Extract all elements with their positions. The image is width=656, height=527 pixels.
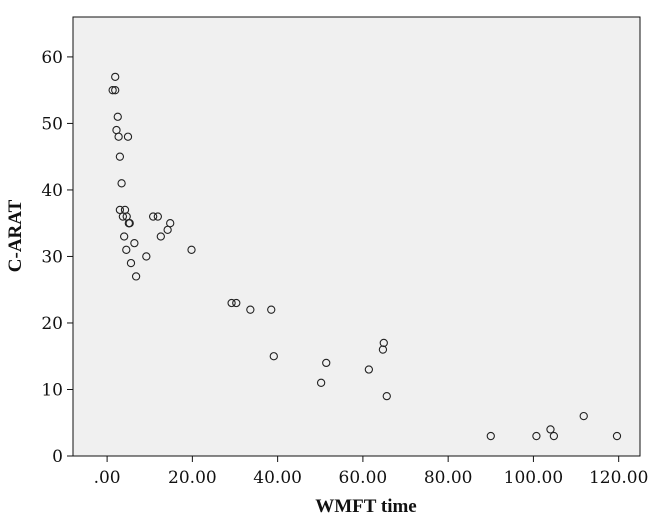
data-point [156, 232, 165, 241]
data-point [130, 239, 139, 248]
data-point [148, 212, 158, 221]
data-point [246, 305, 255, 314]
data-point [118, 212, 128, 221]
y-tick-label: 30 [41, 247, 63, 267]
y-tick-label: 20 [41, 314, 63, 334]
x-tick-label: 40.00 [253, 468, 302, 488]
data-point [113, 112, 122, 121]
data-point [532, 431, 541, 441]
data-point [322, 358, 331, 368]
x-tick-label: 60.00 [339, 468, 388, 488]
y-axis-title: C-ARAT [5, 199, 26, 272]
data-point [125, 219, 134, 228]
data-point [316, 378, 326, 387]
data-point [131, 272, 141, 281]
y-axis: 0 10 20 30 40 50 60 [41, 48, 73, 467]
data-point [612, 431, 622, 441]
data-point [166, 219, 175, 228]
data-point [122, 245, 131, 254]
x-axis: .00 20.00 40.00 60.00 80.00 100.00 120.00 [94, 456, 648, 488]
x-tick-label: .00 [94, 468, 121, 488]
x-tick-label: 100.00 [504, 468, 563, 488]
data-point [108, 86, 117, 95]
data-point [123, 132, 133, 141]
y-tick-label: 50 [41, 114, 63, 134]
data-point [227, 298, 236, 308]
data-point [379, 338, 388, 348]
data-point [382, 391, 391, 401]
x-tick-label: 120.00 [589, 468, 648, 488]
data-point [115, 205, 125, 215]
y-tick-label: 0 [52, 447, 63, 467]
x-tick-label: 80.00 [424, 468, 473, 488]
x-tick-label: 20.00 [168, 468, 217, 488]
y-tick-label: 40 [41, 181, 63, 201]
x-axis-title: WMFT time [315, 496, 417, 517]
data-point [364, 365, 374, 374]
data-point [546, 425, 555, 434]
plot-area [72, 16, 641, 457]
data-point [114, 132, 123, 141]
data-point [142, 252, 151, 261]
data-point [187, 245, 196, 254]
y-tick-label: 10 [41, 380, 63, 400]
y-tick-label: 60 [41, 48, 63, 68]
data-point [549, 431, 559, 441]
data-point [269, 352, 278, 361]
data-point [117, 179, 126, 188]
data-point [120, 232, 129, 241]
data-point [579, 411, 588, 421]
data-point [267, 305, 276, 314]
data-point [153, 212, 162, 221]
data-point [111, 72, 120, 82]
data-points [108, 72, 622, 441]
data-point [126, 258, 136, 268]
data-point [111, 86, 120, 95]
data-point [115, 152, 125, 161]
data-point [232, 298, 241, 308]
data-point [486, 431, 495, 441]
